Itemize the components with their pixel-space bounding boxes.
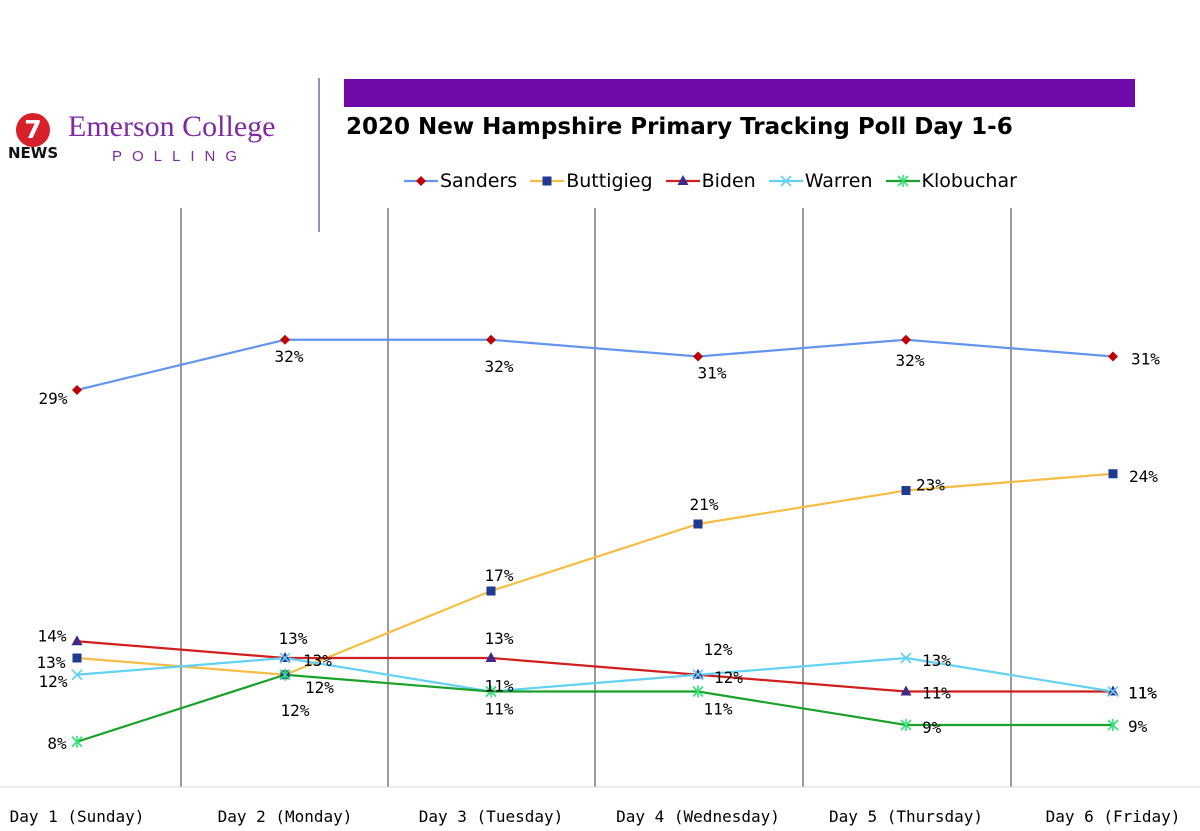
data-point-buttigieg	[486, 586, 496, 596]
header-divider	[318, 78, 320, 232]
data-label-klobuchar: 9%	[1128, 717, 1148, 736]
data-label-sanders: 31%	[1131, 350, 1160, 369]
chart-legend: Sanders Buttigieg Biden Warren Klobuchar	[404, 168, 1030, 194]
data-point-sanders	[280, 334, 290, 345]
data-point-sanders	[693, 351, 703, 362]
data-label-sanders: 32%	[896, 351, 925, 370]
legend-marker-warren	[780, 175, 792, 187]
data-point-warren	[692, 669, 704, 681]
legend-label-klobuchar: Klobuchar	[921, 170, 1017, 192]
data-point-warren	[71, 669, 83, 681]
data-point-klobuchar	[1107, 719, 1119, 731]
data-point-biden	[900, 685, 912, 696]
data-label-biden: 11%	[1128, 684, 1157, 703]
data-point-sanders	[486, 334, 496, 345]
data-label-buttigieg: 13%	[37, 653, 66, 672]
data-label-klobuchar: 9%	[922, 718, 942, 737]
x-tick-label: Day 2 (Monday)	[218, 807, 353, 826]
legend-item-buttigieg: Buttigieg	[530, 170, 653, 192]
data-label-warren: 12%	[714, 668, 743, 687]
data-label-buttigieg: 24%	[1129, 467, 1158, 486]
x-tick-label: Day 5 (Thursday)	[829, 807, 983, 826]
data-label-klobuchar: 12%	[305, 678, 334, 697]
legend-item-biden: Biden	[665, 170, 756, 192]
legend-label-sanders: Sanders	[440, 170, 518, 192]
data-label-klobuchar: 11%	[485, 700, 514, 719]
data-label-biden: 14%	[38, 626, 67, 645]
data-label-buttigieg: 12%	[281, 701, 310, 720]
legend-swatch-buttigieg	[530, 176, 565, 186]
data-label-warren: 12%	[39, 672, 68, 691]
data-point-sanders	[901, 334, 911, 345]
data-point-klobuchar	[485, 685, 497, 698]
title-bar	[344, 79, 1135, 107]
data-label-biden: 12%	[704, 640, 733, 659]
data-label-sanders: 31%	[698, 364, 727, 383]
data-label-buttigieg: 23%	[916, 476, 945, 495]
data-point-warren	[279, 652, 291, 664]
data-point-buttigieg	[1108, 469, 1118, 479]
data-label-biden: 13%	[279, 629, 308, 648]
data-point-sanders	[1108, 351, 1118, 362]
series-line-sanders	[76, 338, 1114, 392]
data-label-biden: 11%	[922, 684, 951, 703]
legend-label-biden: Biden	[701, 170, 756, 192]
data-point-biden	[485, 652, 497, 662]
x-tick-label: Day 1 (Sunday)	[10, 807, 145, 826]
data-point-sanders	[72, 385, 82, 395]
legend-label-buttigieg: Buttigieg	[566, 170, 653, 192]
data-label-klobuchar: 8%	[47, 734, 67, 753]
data-label-biden: 13%	[485, 629, 514, 648]
data-label-warren: 13%	[303, 651, 332, 670]
legend-label-warren: Warren	[804, 170, 873, 192]
data-point-klobuchar	[692, 685, 704, 698]
legend-swatch-biden	[665, 175, 700, 185]
data-label-warren: 11%	[485, 677, 514, 696]
data-label-buttigieg: 21%	[690, 495, 719, 514]
legend-swatch-sanders	[404, 176, 438, 186]
chart-title: 2020 New Hampshire Primary Tracking Poll…	[346, 114, 1013, 140]
series-line-warren	[76, 656, 1114, 693]
x-tick-label: Day 4 (Wednesday)	[616, 807, 780, 826]
series-line-klobuchar	[76, 673, 1113, 743]
data-point-klobuchar	[71, 735, 83, 748]
data-label-sanders: 32%	[275, 347, 304, 366]
data-point-warren	[900, 652, 912, 664]
data-point-warren	[1107, 685, 1119, 698]
data-point-buttigieg	[72, 653, 82, 663]
legend-swatch-klobuchar	[885, 175, 920, 187]
data-point-klobuchar	[900, 719, 912, 731]
polling-logo-text: POLLING	[112, 148, 248, 165]
legend-marker-klobuchar	[896, 175, 909, 187]
data-point-klobuchar	[279, 668, 291, 681]
legend-marker-sanders	[416, 176, 426, 186]
news-logo-text: NEWS	[8, 144, 59, 162]
x-tick-label: Day 3 (Tuesday)	[419, 807, 564, 826]
data-point-biden	[71, 635, 83, 646]
channel-7-logo: 7	[16, 113, 50, 147]
legend-swatch-warren	[768, 175, 803, 187]
data-label-warren: 11%	[1128, 684, 1157, 703]
series-line-biden	[76, 640, 1113, 693]
emerson-college-logo: Emerson College	[68, 110, 276, 143]
legend-item-warren: Warren	[768, 170, 873, 192]
legend-item-klobuchar: Klobuchar	[885, 170, 1017, 192]
data-label-klobuchar: 11%	[704, 700, 733, 719]
data-label-warren: 13%	[922, 651, 951, 670]
data-label-buttigieg: 17%	[485, 566, 514, 585]
data-label-sanders: 32%	[485, 357, 514, 376]
legend-item-sanders: Sanders	[404, 170, 517, 192]
data-point-buttigieg	[693, 519, 703, 529]
series-line-buttigieg	[76, 472, 1114, 676]
x-tick-label: Day 6 (Friday)	[1046, 807, 1181, 826]
legend-marker-buttigieg	[542, 176, 552, 186]
legend-marker-biden	[677, 175, 689, 185]
data-point-buttigieg	[901, 486, 911, 495]
data-label-sanders: 29%	[39, 389, 68, 408]
